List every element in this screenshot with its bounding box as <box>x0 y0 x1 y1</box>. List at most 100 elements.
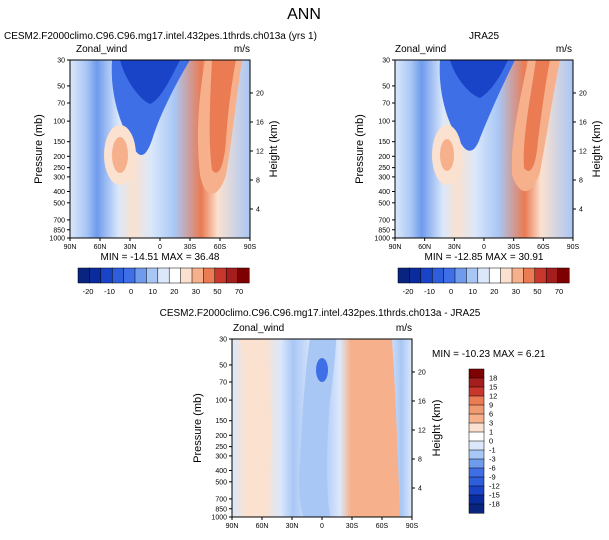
panel-diff-y2-tick-label: 20 <box>418 369 426 376</box>
panel-diff-nh-positive <box>240 339 271 517</box>
panel-diff-y2-tick-label: 4 <box>418 485 422 492</box>
panel-model-y-tick-label: 150 <box>53 139 65 146</box>
panel-obs-y-tick-label: 850 <box>378 227 390 234</box>
panel-obs-plot <box>394 59 574 239</box>
panel-diff-y-tick-label: 300 <box>215 453 227 460</box>
panel-model-colorbar-label: 70 <box>235 287 243 296</box>
panel-model-colorbar-box <box>134 267 147 284</box>
panel-model-colorbar-box <box>203 267 216 284</box>
panel-diff-colorbar-box <box>468 377 485 388</box>
panel-obs-y-tick-label: 500 <box>378 200 390 207</box>
panel-obs-colorbar-box <box>500 267 513 284</box>
panel-diff-x-tick-label: 60N <box>256 523 269 530</box>
panel-obs-y-tick-label: 300 <box>378 174 390 181</box>
panel-model-y-tick-label: 30 <box>57 58 65 65</box>
panel-obs-x-ticks: 90N 60N 30N 0 30S 60S 90S <box>389 238 580 251</box>
panel-diff-plot <box>231 338 413 518</box>
panel-obs-colorbar-label: -20 <box>403 287 414 296</box>
panel-obs-x-tick-label: 60S <box>537 244 550 251</box>
panel-model-x-tick-label: 60S <box>214 244 227 251</box>
panel-obs-y-tick-label: 50 <box>382 83 390 90</box>
panel-model-westerly-core <box>209 60 236 173</box>
panel-model-y-tick-label: 200 <box>53 154 65 161</box>
panel-model-easterly-core <box>120 60 180 104</box>
panel-obs-x-tick-label: 90N <box>389 244 402 251</box>
panel-obs-colorbar-box <box>534 267 547 284</box>
panel-diff-colorbar-box <box>468 422 485 433</box>
panel-model-x-tick-label: 30S <box>184 244 197 251</box>
panel-diff-x-tick-label: 30S <box>346 523 359 530</box>
panel-diff-colorbar-box <box>468 503 485 514</box>
panel-model-y2-ticks: 20 16 12 8 4 <box>250 90 264 213</box>
panel-obs-colorbar-box <box>488 267 502 284</box>
panel-diff-colorbar-box <box>468 440 485 451</box>
panel-diff-colorbar-label: 0 <box>489 437 493 446</box>
panel-diff-colorbar-label: 18 <box>489 374 497 383</box>
panel-obs-westerly-core <box>523 60 550 171</box>
panel-diff-colorbar-box <box>468 431 485 442</box>
panel-obs-stats: MIN = -12.85 MAX = 30.91 <box>425 252 544 263</box>
panel-obs-y2-tick-label: 20 <box>579 90 587 97</box>
panel-model-colorbar-box <box>100 267 113 284</box>
panel-model-colorbar: -20 -10 0 10 20 30 50 70 <box>77 267 250 296</box>
panel-diff-y2label: Height (km) <box>431 400 443 457</box>
panel-diff-y-tick-label: 700 <box>215 496 227 503</box>
panel-model-colorbar-box <box>168 267 182 284</box>
panel-obs-colorbar: -20 -10 0 10 20 30 50 70 <box>397 267 570 296</box>
panel-obs-y-tick-label: 250 <box>378 165 390 172</box>
panel-diff-colorbar-label: 3 <box>489 419 493 428</box>
panel-model-plot <box>69 59 251 239</box>
panel-model-y-tick-label: 100 <box>53 119 65 126</box>
panel-obs-x-tick-label: 0 <box>482 244 486 251</box>
panel-model-colorbar-label: -10 <box>104 287 115 296</box>
panel-model-colorbar-box <box>111 267 125 284</box>
panel-obs-y2-tick-label: 12 <box>579 148 587 155</box>
panel-diff-colorbar-box <box>468 368 485 379</box>
panel-model-y-tick-label: 70 <box>57 101 65 108</box>
panel-model-y-tick-label: 700 <box>53 217 65 224</box>
panel-obs-x-tick-label: 90S <box>567 244 580 251</box>
panel-obs-y2-ticks: 20 16 12 8 4 <box>573 90 587 213</box>
panel-diff-colorbar-box <box>468 458 485 469</box>
panel-diff-x-tick-label: 0 <box>320 523 324 530</box>
panel-obs-nh-jet-core <box>440 139 454 171</box>
panel-diff-y-tick-label: 30 <box>219 337 227 344</box>
panel-diff-x-tick-label: 30N <box>286 523 299 530</box>
panel-model-x-tick-label: 90S <box>244 244 257 251</box>
panel-obs-ylabel: Pressure (mb) <box>354 114 366 184</box>
panel-diff-colorbar-label: -15 <box>489 491 500 500</box>
panel-diff-tropical-negative <box>299 339 336 517</box>
panel-diff-x-tick-label: 60S <box>376 523 389 530</box>
panel-diff-stats: MIN = -10.23 MAX = 6.21 <box>432 349 546 360</box>
panel-obs: JRA25 Zonal_wind m/s 90N 60N 30N 0 30S 60S 90S… <box>354 31 603 296</box>
panel-diff-y-tick-label: 500 <box>215 479 227 486</box>
panel-model-y-tick-label: 250 <box>53 165 65 172</box>
panel-diff-colorbar-label: -3 <box>489 455 496 464</box>
panel-model-units-label: m/s <box>234 44 250 55</box>
panel-diff-x-tick-label: 90S <box>406 523 419 530</box>
panel-diff-y-tick-label: 400 <box>215 468 227 475</box>
panel-model-colorbar-label: 20 <box>170 287 178 296</box>
panel-model: CESM2.F2000climo.C96.C96.mg17.intel.432p… <box>4 31 317 296</box>
panel-diff-colorbar-label: 1 <box>489 428 493 437</box>
panel-model-x-tick-label: 0 <box>158 244 162 251</box>
panel-model-title: CESM2.F2000climo.C96.C96.mg17.intel.432p… <box>4 31 317 42</box>
panel-obs-x-tick-label: 30S <box>507 244 520 251</box>
panel-diff-x-ticks: 90N 60N 30N 0 30S 60S 90S <box>226 517 419 530</box>
panel-obs-y2-tick-label: 4 <box>579 206 583 213</box>
panel-obs-colorbar-label: -10 <box>424 287 435 296</box>
panel-diff-variable-label: Zonal_wind <box>233 323 284 334</box>
panel-diff-y-tick-label: 150 <box>215 418 227 425</box>
panel-obs-y-tick-label: 150 <box>378 139 390 146</box>
panel-diff-colorbar-box <box>468 476 485 487</box>
panel-diff-colorbar-label: -12 <box>489 482 500 491</box>
panel-model-ylabel: Pressure (mb) <box>33 114 45 184</box>
panel-diff-colorbar-label: -6 <box>489 464 496 473</box>
panel-obs-y2-tick-label: 16 <box>579 119 587 126</box>
panel-diff-y2-tick-label: 8 <box>418 456 422 463</box>
panel-obs-colorbar-box <box>511 267 524 284</box>
panel-model-colorbar-label: 30 <box>192 287 200 296</box>
panel-diff-minimum <box>316 358 328 382</box>
panel-obs-y-tick-label: 400 <box>378 189 390 196</box>
